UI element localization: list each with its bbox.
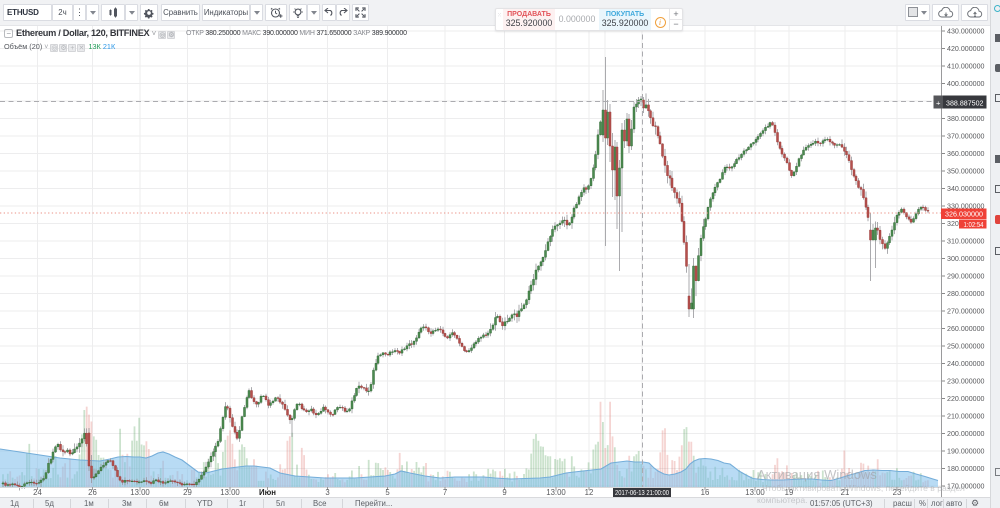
svg-text:+: + xyxy=(936,98,941,107)
svg-text:23: 23 xyxy=(893,488,902,497)
svg-text:Июн: Июн xyxy=(259,488,276,497)
svg-text:24: 24 xyxy=(33,488,42,497)
svg-text:2017-06-13 21:00:00: 2017-06-13 21:00:00 xyxy=(615,488,669,497)
svg-text:1:02:54: 1:02:54 xyxy=(964,220,984,229)
svg-text:9: 9 xyxy=(502,488,506,497)
svg-text:360.000000: 360.000000 xyxy=(947,149,985,158)
svg-text:170.000000: 170.000000 xyxy=(947,482,985,491)
svg-text:400.000000: 400.000000 xyxy=(947,79,985,88)
svg-text:13:00: 13:00 xyxy=(546,488,566,497)
svg-text:210.000000: 210.000000 xyxy=(947,412,985,421)
svg-text:13:00: 13:00 xyxy=(220,488,240,497)
svg-text:300.000000: 300.000000 xyxy=(947,254,985,263)
svg-text:21: 21 xyxy=(841,488,850,497)
svg-text:200.000000: 200.000000 xyxy=(947,429,985,438)
svg-text:430.000000: 430.000000 xyxy=(947,27,985,36)
svg-text:410.000000: 410.000000 xyxy=(947,62,985,71)
svg-text:16: 16 xyxy=(701,488,710,497)
svg-text:13:00: 13:00 xyxy=(130,488,150,497)
svg-text:260.000000: 260.000000 xyxy=(947,324,985,333)
svg-text:13:00: 13:00 xyxy=(745,488,765,497)
svg-text:340.000000: 340.000000 xyxy=(947,184,985,193)
svg-text:380.000000: 380.000000 xyxy=(947,114,985,123)
svg-text:240.000000: 240.000000 xyxy=(947,359,985,368)
svg-text:326.030000: 326.030000 xyxy=(945,210,983,219)
svg-text:3: 3 xyxy=(325,488,329,497)
svg-text:19: 19 xyxy=(785,488,794,497)
svg-text:5: 5 xyxy=(385,488,390,497)
svg-text:420.000000: 420.000000 xyxy=(947,44,985,53)
svg-text:26: 26 xyxy=(88,488,97,497)
svg-text:290.000000: 290.000000 xyxy=(947,272,985,281)
svg-text:280.000000: 280.000000 xyxy=(947,289,985,298)
svg-text:230.000000: 230.000000 xyxy=(947,377,985,386)
svg-text:350.000000: 350.000000 xyxy=(947,167,985,176)
svg-text:29: 29 xyxy=(183,488,192,497)
svg-text:250.000000: 250.000000 xyxy=(947,342,985,351)
svg-text:7: 7 xyxy=(443,488,447,497)
svg-text:12: 12 xyxy=(585,488,594,497)
svg-text:190.000000: 190.000000 xyxy=(947,447,985,456)
svg-text:270.000000: 270.000000 xyxy=(947,307,985,316)
svg-text:370.000000: 370.000000 xyxy=(947,132,985,141)
svg-text:330.000000: 330.000000 xyxy=(947,202,985,211)
svg-text:388.887502: 388.887502 xyxy=(946,98,984,107)
svg-text:180.000000: 180.000000 xyxy=(947,464,985,473)
svg-text:310.000000: 310.000000 xyxy=(947,237,985,246)
svg-text:220.000000: 220.000000 xyxy=(947,394,985,403)
